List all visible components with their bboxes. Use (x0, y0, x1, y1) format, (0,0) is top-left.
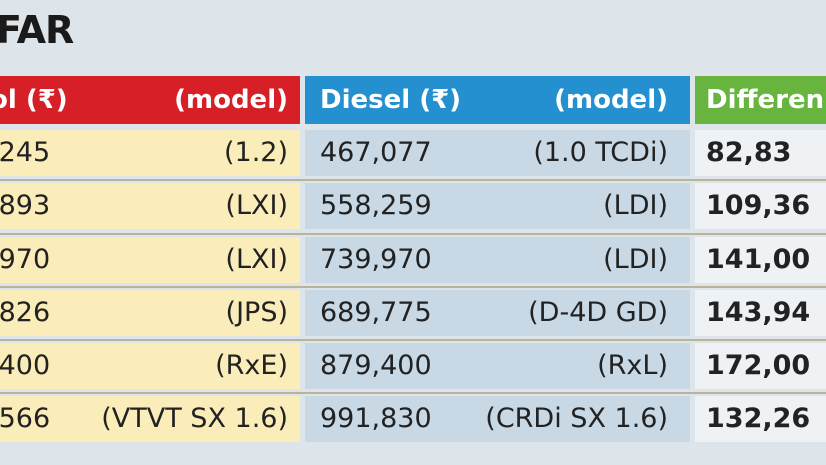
table-cell: 109,36 (706, 190, 811, 221)
table-cell: ,566 (0, 403, 51, 434)
diesel-cell-bg (305, 396, 690, 442)
table-cell: 558,259 (320, 190, 432, 221)
table-cell: (JPS) (225, 297, 288, 328)
difference-cell-bg (695, 290, 826, 336)
diesel-cell-bg (305, 237, 690, 283)
table-cell: 172,00 (706, 350, 811, 381)
table-cell: 467,077 (320, 137, 432, 168)
row-divider (0, 339, 826, 341)
table-cell: ,893 (0, 190, 51, 221)
table-cell: ,970 (0, 244, 51, 275)
table-cell: (CRDi SX 1.6) (485, 403, 668, 434)
table-cell: 132,26 (706, 403, 811, 434)
difference-cell-bg (695, 343, 826, 389)
petrol-cell-bg (0, 290, 300, 336)
petrol-cell-bg (0, 396, 300, 442)
row-divider (0, 233, 826, 235)
title: FAR (0, 8, 74, 52)
petrol-cell-bg (0, 343, 300, 389)
diesel-cell-bg (305, 183, 690, 229)
column-header: Diesel (₹) (320, 85, 462, 115)
table-cell: (VTVT SX 1.6) (101, 403, 288, 434)
table-cell: 689,775 (320, 297, 432, 328)
diesel-cell-bg (305, 343, 690, 389)
petrol-cell-bg (0, 183, 300, 229)
diesel-cell-bg (305, 290, 690, 336)
diesel-cell-bg (305, 130, 690, 176)
table-cell: (LDI) (603, 190, 668, 221)
table-cell: (LXI) (225, 244, 288, 275)
table-cell: 991,830 (320, 403, 432, 434)
column-header: ol (₹) (0, 85, 68, 115)
difference-header-bg (695, 76, 826, 124)
diesel-header-bg (305, 76, 690, 124)
column-header: (model) (174, 85, 288, 115)
petrol-cell-bg (0, 130, 300, 176)
row-divider (0, 286, 826, 288)
difference-cell-bg (695, 237, 826, 283)
column-header: Differen (706, 85, 825, 115)
table-cell: ,400 (0, 350, 51, 381)
column-header: (model) (554, 85, 668, 115)
table-cell: 82,83 (706, 137, 792, 168)
table-cell: (1.2) (223, 137, 288, 168)
table-cell: (RxE) (215, 350, 288, 381)
table-cell: (1.0 TCDi) (533, 137, 668, 168)
row-divider (0, 179, 826, 181)
table-cell: (D-4D GD) (528, 297, 668, 328)
row-divider (0, 392, 826, 394)
difference-cell-bg (695, 183, 826, 229)
difference-cell-bg (695, 396, 826, 442)
table-cell: (LDI) (603, 244, 668, 275)
table-cell: ,245 (0, 137, 51, 168)
table-cell: 143,94 (706, 297, 811, 328)
petrol-cell-bg (0, 237, 300, 283)
table-cell: 141,00 (706, 244, 811, 275)
table-cell: 739,970 (320, 244, 432, 275)
petrol-header-bg (0, 76, 300, 124)
table-cell: ,826 (0, 297, 51, 328)
table-cell: (LXI) (225, 190, 288, 221)
table-cell: (RxL) (597, 350, 668, 381)
table-cell: 879,400 (320, 350, 432, 381)
difference-cell-bg (695, 130, 826, 176)
